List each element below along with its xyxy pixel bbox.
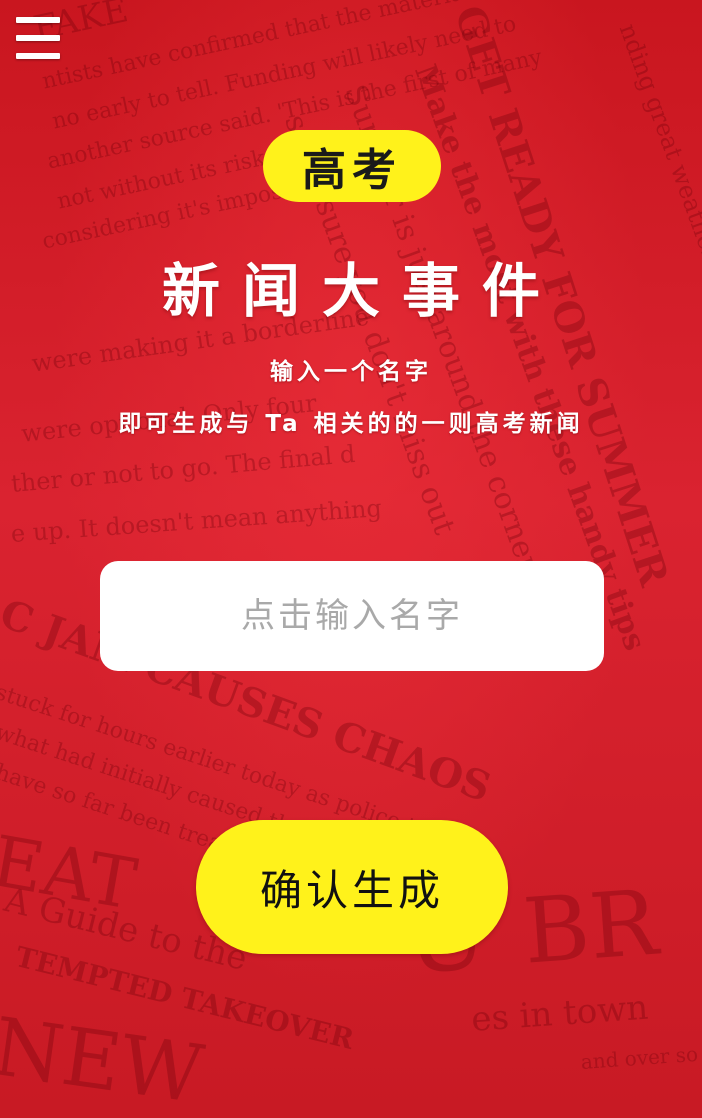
gaokao-badge: 高考 (263, 130, 441, 202)
menu-bar (16, 53, 60, 59)
subtitle-line-1: 输入一个名字 (270, 359, 432, 385)
menu-bar (16, 35, 60, 41)
confirm-generate-button[interactable]: 确认生成 (196, 820, 508, 954)
page-title: 新闻大事件 (161, 257, 562, 325)
hamburger-menu-icon[interactable] (14, 14, 62, 62)
menu-bar (16, 17, 60, 23)
subtitle-line-2: 即可生成与 Ta 相关的的一则高考新闻 (118, 411, 584, 437)
name-input[interactable] (100, 561, 604, 671)
